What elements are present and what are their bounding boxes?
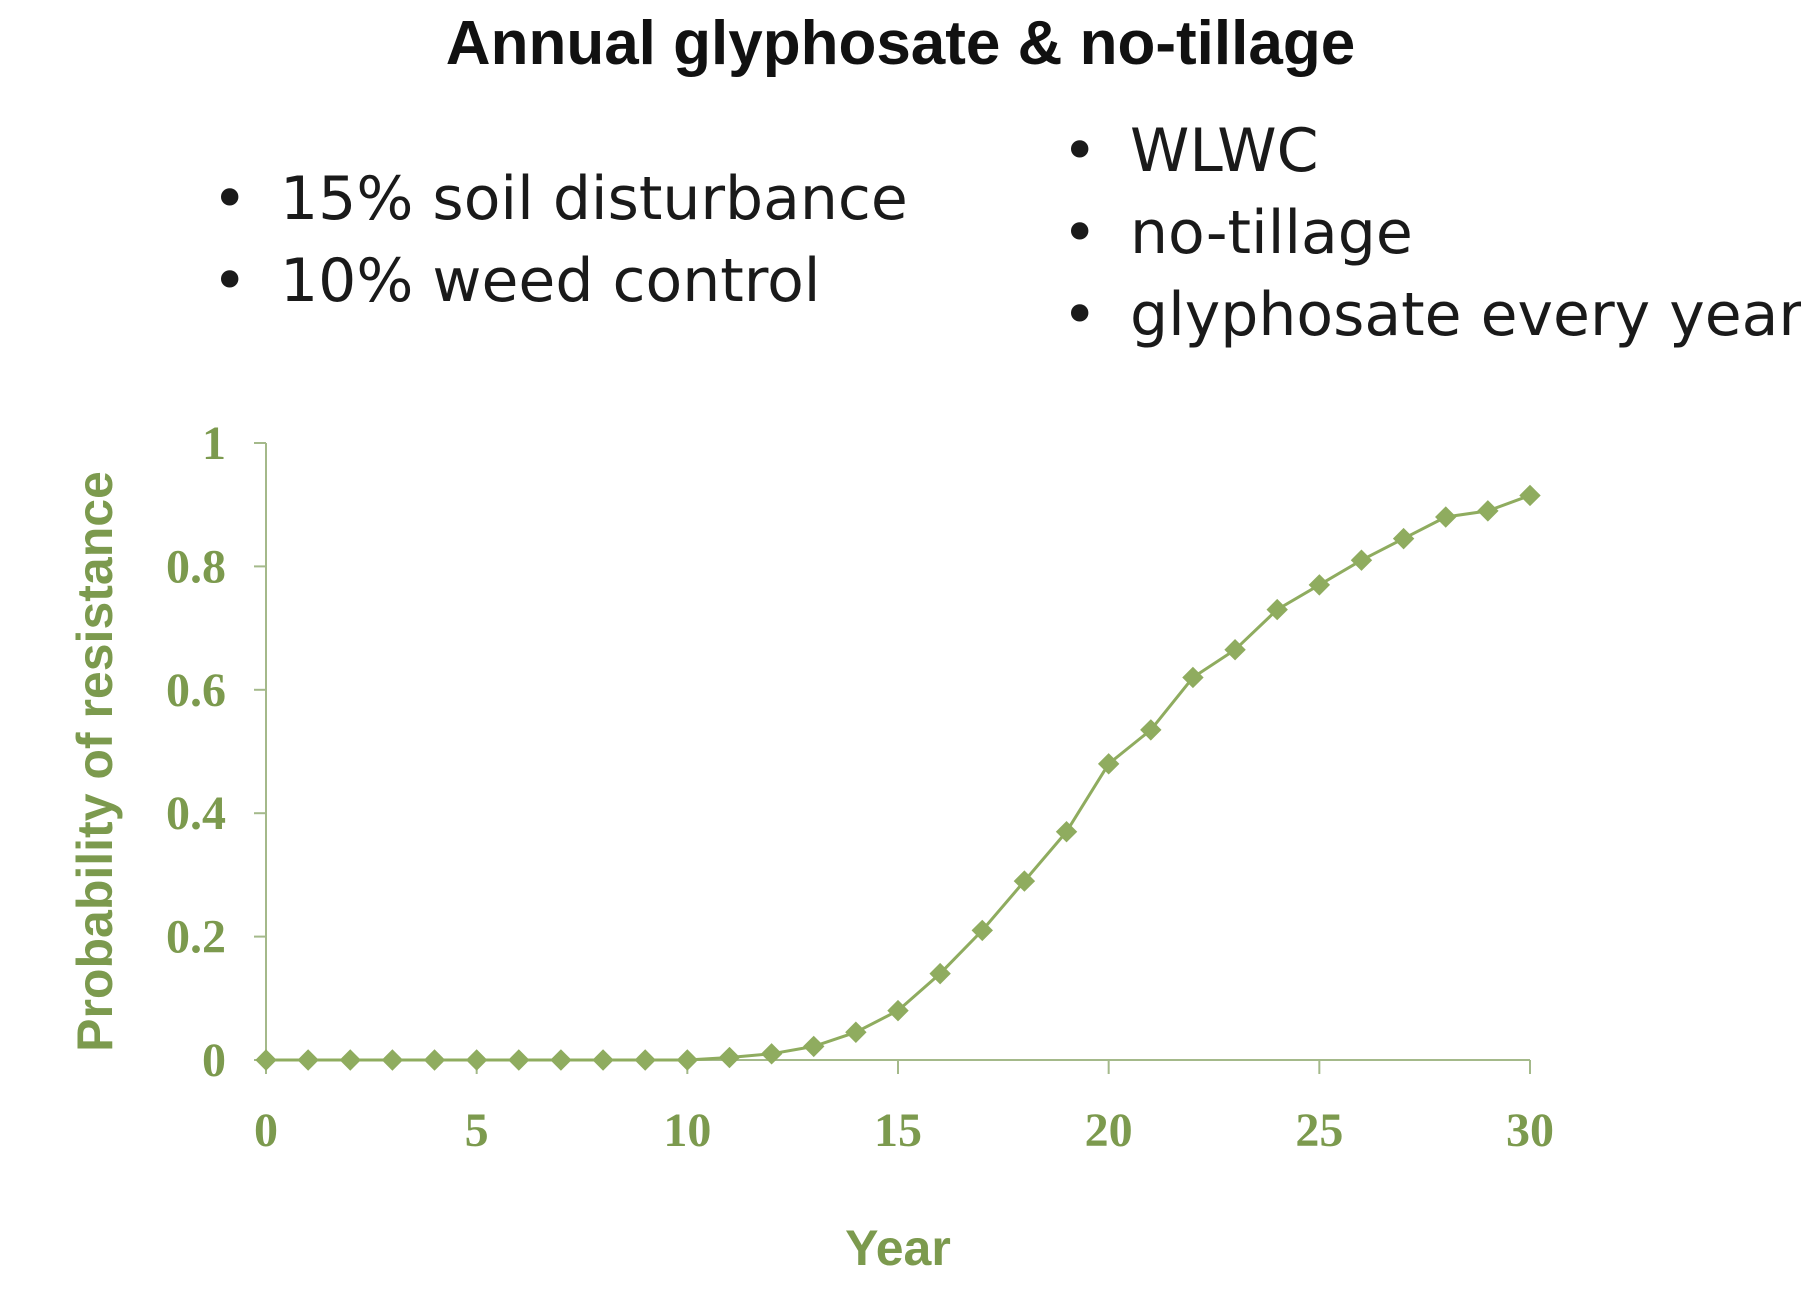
chart-series <box>255 484 1541 1071</box>
data-point-diamond <box>1308 574 1331 596</box>
data-point-diamond <box>423 1049 446 1071</box>
data-point-diamond <box>718 1046 741 1069</box>
y-tick-label: 1 <box>202 417 226 470</box>
x-axis-title: Year <box>845 1220 951 1276</box>
x-tick-label: 25 <box>1295 1104 1343 1157</box>
data-point-diamond <box>887 999 909 1022</box>
y-tick-label: 0.6 <box>166 664 226 717</box>
data-point-diamond <box>1097 753 1120 775</box>
bullet-item: 15% soil disturbance <box>212 158 908 240</box>
y-axis-title: Probability of resistance <box>67 471 123 1052</box>
x-tick-label: 30 <box>1506 1104 1554 1157</box>
data-point-diamond <box>760 1043 783 1065</box>
x-tick-label: 5 <box>465 1104 489 1157</box>
data-point-diamond <box>1477 500 1499 522</box>
data-point-diamond <box>465 1049 488 1071</box>
data-point-diamond <box>971 919 993 942</box>
bullet-item: glyphosate every year <box>1062 274 1801 356</box>
data-point-diamond <box>550 1049 572 1071</box>
bullet-item: WLWC <box>1062 110 1801 192</box>
data-point-diamond <box>255 1049 277 1071</box>
y-tick-label: 0.2 <box>166 911 226 964</box>
data-point-diamond <box>1055 821 1078 843</box>
x-tick-label: 10 <box>663 1104 711 1157</box>
data-point-diamond <box>1013 870 1036 892</box>
x-tick-label: 20 <box>1085 1104 1133 1157</box>
data-point-diamond <box>1140 719 1162 741</box>
bullet-item: 10% weed control <box>212 240 908 322</box>
data-point-diamond <box>803 1035 825 1058</box>
chart-axes: 00.20.40.60.810 5 10 15 20 25 30 <box>166 417 1554 1157</box>
data-point-diamond <box>1350 549 1373 571</box>
data-point-diamond <box>508 1049 530 1071</box>
data-point-diamond <box>845 1021 867 1043</box>
data-point-diamond <box>339 1049 361 1071</box>
data-point-diamond <box>1224 638 1246 661</box>
bullet-list-right: WLWC no-tillage glyphosate every year <box>1062 110 1801 356</box>
y-tick-label: 0.4 <box>166 787 226 840</box>
data-point-diamond <box>592 1049 614 1071</box>
series-line <box>266 493 1531 1062</box>
data-point-diamond <box>1519 484 1541 507</box>
data-point-diamond <box>297 1049 319 1071</box>
bullet-list-left: 15% soil disturbance 10% weed control <box>212 158 908 322</box>
data-point-diamond <box>1435 506 1457 528</box>
bullet-item: no-tillage <box>1062 192 1801 274</box>
data-point-diamond <box>1266 598 1288 621</box>
data-point-diamond <box>634 1049 656 1071</box>
data-point-diamond <box>1182 666 1204 689</box>
data-point-diamond <box>381 1049 404 1071</box>
x-tick-label: 0 <box>254 1104 278 1157</box>
y-tick-label: 0.8 <box>166 540 226 593</box>
x-tick-label: 15 <box>874 1104 922 1157</box>
page-title: Annual glyphosate & no-tillage <box>445 9 1356 78</box>
y-tick-label: 0 <box>202 1034 226 1087</box>
data-point-diamond <box>929 962 951 985</box>
data-point-diamond <box>676 1049 699 1071</box>
data-point-diamond <box>1392 527 1415 550</box>
